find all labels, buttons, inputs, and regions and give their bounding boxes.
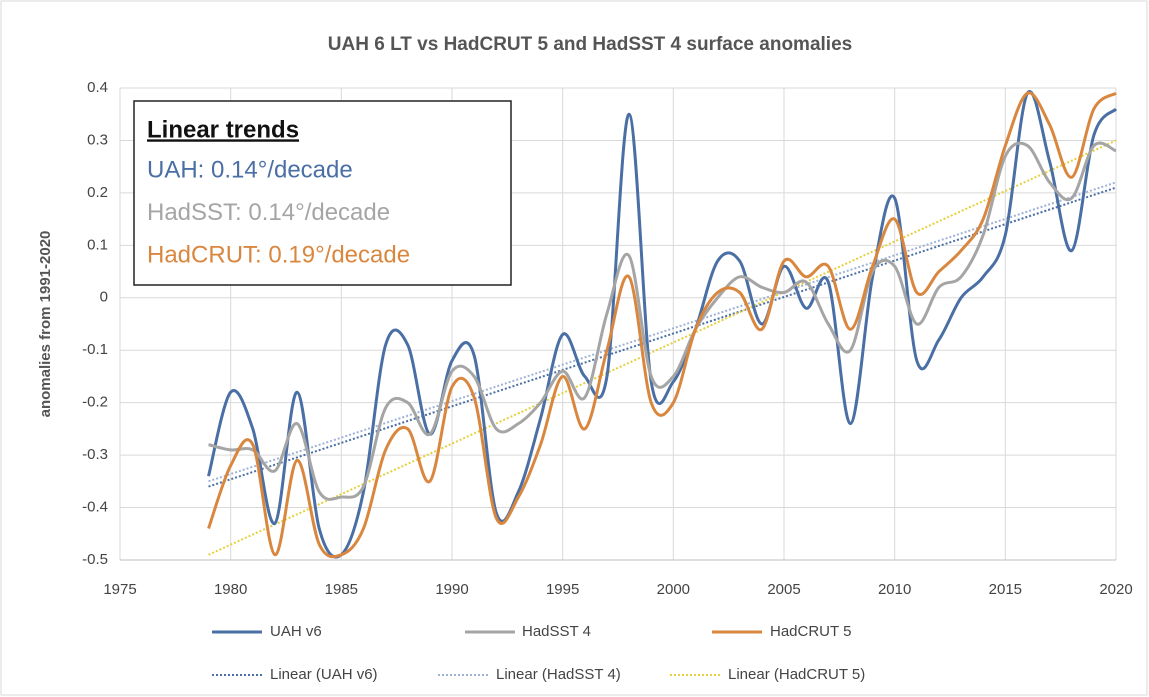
legend-label: Linear (UAH v6) xyxy=(270,666,378,683)
legend-label: Linear (HadSST 4) xyxy=(496,666,621,683)
chart-title: UAH 6 LT vs HadCRUT 5 and HadSST 4 surfa… xyxy=(328,34,852,55)
x-tick-label: 1985 xyxy=(325,581,358,598)
y-tick-label: -0.1 xyxy=(82,341,108,358)
y-tick-label: 0.2 xyxy=(87,184,108,201)
x-tick-label: 2020 xyxy=(1099,581,1132,598)
annotation-line: HadSST: 0.14°/decade xyxy=(147,199,390,226)
legend-label: Linear (HadCRUT 5) xyxy=(728,666,865,683)
x-tick-label: 1975 xyxy=(103,581,136,598)
trend-line xyxy=(208,181,1117,483)
x-tick-label: 2005 xyxy=(767,581,800,598)
x-tick-label: 1980 xyxy=(214,581,247,598)
y-tick-label: -0.5 xyxy=(82,551,108,568)
y-tick-label: 0 xyxy=(100,289,108,306)
x-tick-label: 2010 xyxy=(878,581,911,598)
trend-line xyxy=(208,186,1117,488)
annotation-heading: Linear trends xyxy=(147,116,299,143)
y-tick-label: 0.4 xyxy=(87,79,108,96)
annotation-box xyxy=(133,100,512,286)
x-tick-label: 2015 xyxy=(989,581,1022,598)
y-axis-label: anomalies from 1991-2020 xyxy=(37,231,54,418)
legend-label: HadCRUT 5 xyxy=(770,623,851,640)
series-line xyxy=(207,91,1117,559)
y-tick-label: 0.3 xyxy=(87,131,108,148)
legend-label: UAH v6 xyxy=(270,623,322,640)
y-tick-label: -0.2 xyxy=(82,394,108,411)
y-tick-label: 0.1 xyxy=(87,236,108,253)
legend-label: HadSST 4 xyxy=(522,623,591,640)
annotation-line: UAH: 0.14°/decade xyxy=(147,156,353,183)
annotation-line: HadCRUT: 0.19°/decade xyxy=(147,241,410,268)
series-line xyxy=(208,141,1117,501)
x-tick-label: 1995 xyxy=(546,581,579,598)
y-tick-label: -0.3 xyxy=(82,446,108,463)
y-tick-label: -0.4 xyxy=(82,499,108,516)
x-tick-label: 1990 xyxy=(435,581,468,598)
x-tick-label: 2000 xyxy=(657,581,690,598)
